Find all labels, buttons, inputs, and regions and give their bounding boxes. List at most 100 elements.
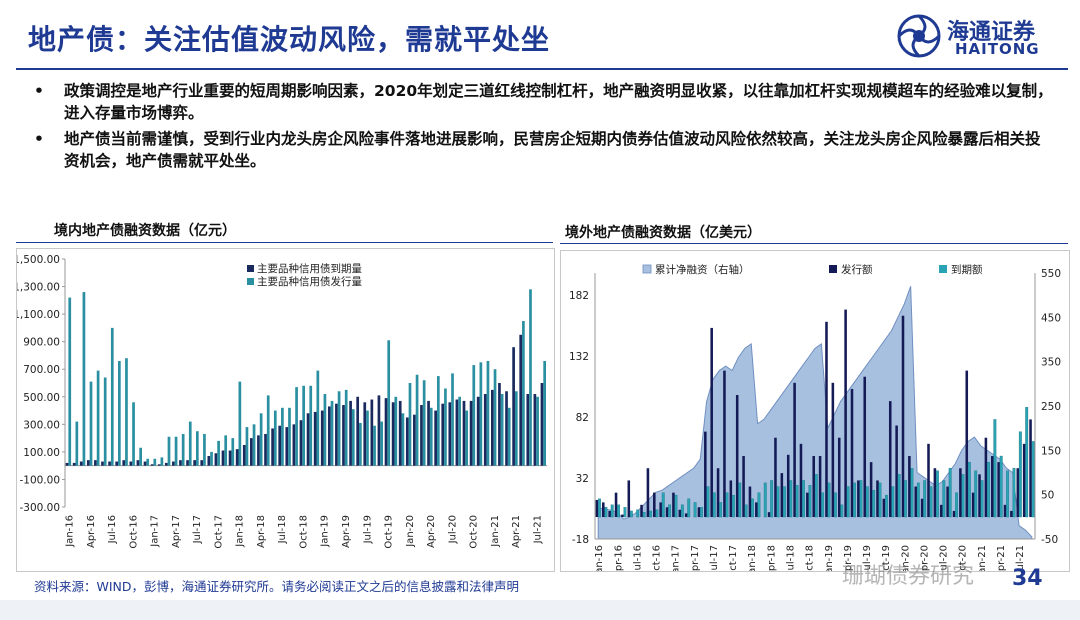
bar-maturity bbox=[398, 400, 402, 466]
x-tick-label: Oct-20 bbox=[469, 515, 480, 549]
bar-issuance bbox=[507, 407, 511, 466]
bar-issuance bbox=[536, 396, 539, 466]
bar-maturity bbox=[242, 445, 246, 466]
bar-maturity bbox=[923, 480, 927, 518]
bar-maturity bbox=[661, 492, 665, 518]
bar-maturity bbox=[1025, 407, 1029, 518]
bar-issuance bbox=[818, 456, 822, 518]
bar-issuance bbox=[640, 504, 643, 518]
bar-issuance bbox=[812, 456, 815, 518]
bar-issuance bbox=[895, 425, 898, 518]
bar-issuance bbox=[1029, 419, 1032, 518]
bar-maturity bbox=[776, 486, 780, 518]
bar-maturity bbox=[250, 438, 253, 466]
bar-issuance bbox=[793, 382, 796, 518]
bar-issuance bbox=[697, 507, 701, 518]
bar-maturity bbox=[738, 482, 742, 518]
bar-maturity bbox=[313, 411, 317, 466]
x-tick-label: Jan-21 bbox=[490, 515, 501, 548]
bar-issuance bbox=[479, 362, 483, 466]
chart-right-title-rule bbox=[560, 243, 1068, 244]
bar-issuance bbox=[110, 327, 114, 466]
bar-issuance bbox=[742, 456, 745, 518]
bar-maturity bbox=[859, 480, 863, 518]
x-tick-label: Jul-17 bbox=[192, 515, 203, 544]
bar-maturity bbox=[349, 400, 352, 466]
bar-issuance bbox=[984, 437, 988, 518]
x-tick-label: Jul-17 bbox=[709, 545, 720, 571]
x-tick-label: Oct-19 bbox=[384, 515, 395, 549]
bar-issuance bbox=[514, 391, 518, 466]
bar-issuance bbox=[125, 358, 128, 466]
bar-maturity bbox=[462, 400, 466, 466]
bar-issuance bbox=[755, 502, 758, 518]
bar-maturity bbox=[491, 389, 494, 466]
bullet-dot: • bbox=[34, 82, 44, 100]
y-tick-label: 700.00 bbox=[23, 364, 60, 376]
bar-issuance bbox=[997, 462, 1000, 518]
bar-issuance bbox=[614, 492, 618, 518]
bar-maturity bbox=[904, 480, 907, 518]
bar-issuance bbox=[876, 480, 879, 518]
bar-issuance bbox=[1003, 504, 1007, 518]
x-tick-label: Jul-20 bbox=[939, 545, 950, 571]
bar-issuance bbox=[850, 388, 854, 518]
y-right-tick-label: -50 bbox=[1041, 534, 1058, 546]
x-tick-label: Apr-16 bbox=[86, 515, 97, 548]
bar-maturity bbox=[264, 433, 267, 466]
bar-maturity bbox=[680, 504, 684, 518]
bar-maturity bbox=[1031, 441, 1035, 518]
bar-maturity bbox=[413, 414, 416, 466]
bar-issuance bbox=[288, 407, 291, 466]
bar-issuance bbox=[920, 498, 924, 518]
bar-maturity bbox=[598, 498, 601, 518]
bar-maturity bbox=[122, 460, 126, 466]
bar-issuance bbox=[1016, 468, 1020, 518]
bar-issuance bbox=[665, 507, 669, 518]
bar-issuance bbox=[231, 438, 235, 466]
bar-maturity bbox=[136, 460, 140, 466]
bar-issuance bbox=[965, 370, 969, 518]
bar-maturity bbox=[65, 462, 69, 466]
bar-maturity bbox=[221, 450, 225, 466]
bar-maturity bbox=[782, 486, 786, 518]
bar-maturity bbox=[363, 402, 367, 466]
bar-maturity bbox=[526, 394, 530, 466]
bar-issuance bbox=[429, 407, 433, 466]
bar-issuance bbox=[863, 376, 867, 518]
bar-maturity bbox=[655, 509, 659, 518]
bar-issuance bbox=[774, 437, 777, 518]
bar-maturity bbox=[1012, 468, 1016, 518]
chart-right-title: 境外地产债融资数据（亿美元） bbox=[565, 225, 761, 241]
bar-maturity bbox=[505, 391, 508, 466]
bar-issuance bbox=[89, 381, 93, 466]
bar-maturity bbox=[164, 462, 168, 466]
x-tick-label: Jan-21 bbox=[977, 545, 988, 571]
bar-maturity bbox=[980, 480, 984, 518]
bar-maturity bbox=[993, 419, 997, 518]
bar-issuance bbox=[323, 394, 327, 466]
bar-issuance bbox=[458, 396, 461, 466]
bar-issuance bbox=[927, 443, 930, 518]
bar-maturity bbox=[228, 450, 232, 466]
bar-issuance bbox=[359, 422, 362, 466]
x-tick-label: Apr-18 bbox=[256, 515, 267, 548]
bar-issuance bbox=[806, 492, 809, 518]
bar-maturity bbox=[72, 462, 76, 466]
bar-maturity bbox=[455, 399, 459, 466]
bar-issuance bbox=[238, 381, 242, 466]
bar-maturity bbox=[872, 490, 876, 518]
x-tick-label: Jul-16 bbox=[107, 515, 118, 544]
bar-issuance bbox=[195, 431, 199, 466]
bar-maturity bbox=[257, 435, 260, 466]
bar-maturity bbox=[420, 405, 423, 466]
bar-issuance bbox=[330, 400, 334, 466]
bar-issuance bbox=[888, 401, 892, 518]
bar-issuance bbox=[139, 447, 142, 466]
x-tick-label: Apr-21 bbox=[996, 545, 1007, 571]
bar-maturity bbox=[623, 507, 627, 518]
x-tick-label: Jul-21 bbox=[532, 515, 543, 544]
bar-maturity bbox=[299, 420, 303, 466]
bar-issuance bbox=[302, 385, 306, 466]
x-tick-label: Apr-20 bbox=[919, 545, 930, 571]
